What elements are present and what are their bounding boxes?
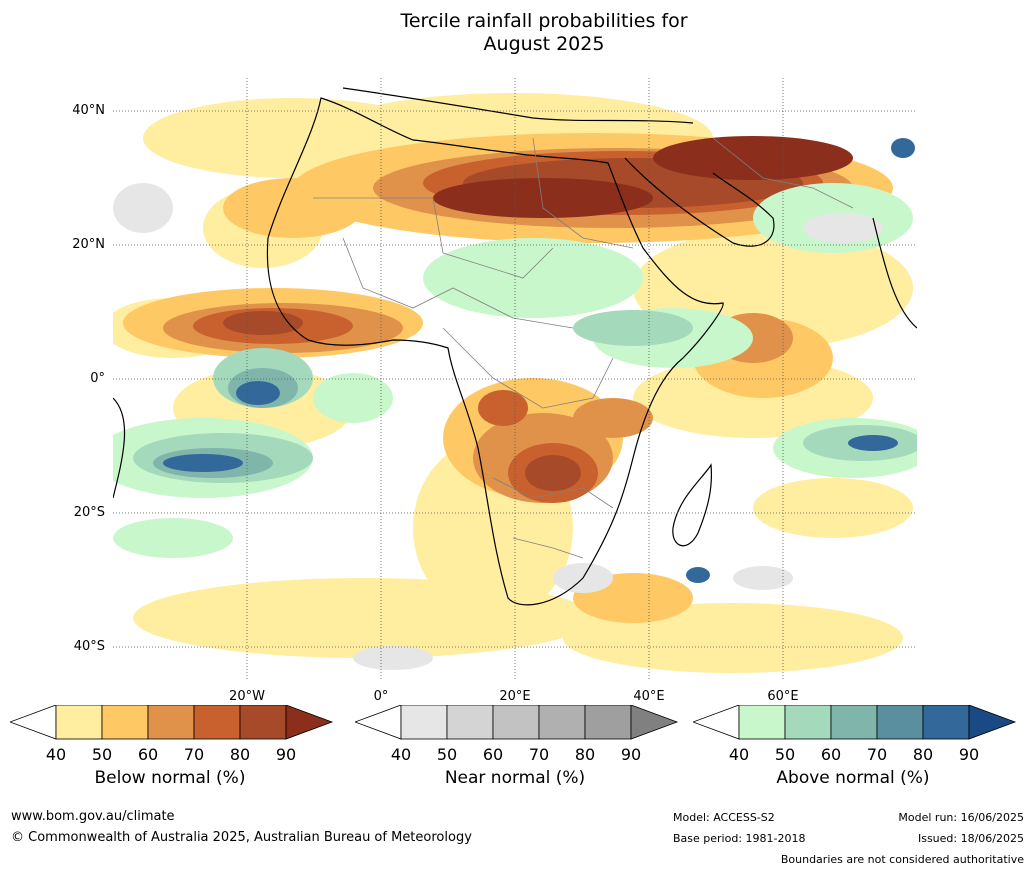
colorbar-tick-label: 70 — [529, 745, 549, 764]
footer-website: www.bom.gov.au/climate — [11, 809, 175, 824]
colorbar-tick-label: 60 — [821, 745, 841, 764]
colorbar-svg: 40 50 60 70 80 90 — [691, 704, 1017, 764]
probability-map — [113, 78, 917, 680]
colorbar-svg: 40 50 60 70 80 90 — [8, 704, 334, 764]
footer-issued: Issued: 18/06/2025 — [917, 832, 1024, 845]
colorbar-arrow-high — [285, 704, 334, 740]
colorbar-tick-label: 80 — [230, 745, 250, 764]
colorbar-tick-label: 70 — [184, 745, 204, 764]
footer-model: Model: ACCESS-S2 — [673, 811, 775, 824]
colorbar-tick-label: 50 — [92, 745, 112, 764]
map-canvas — [113, 78, 917, 680]
colorbar-tick-label: 80 — [913, 745, 933, 764]
lon-label-0: 0° — [373, 689, 389, 704]
lon-label-20w: 20°W — [229, 689, 265, 704]
lon-label-20e: 20°E — [499, 689, 531, 704]
colorbar-segment — [922, 704, 970, 740]
colorbar-segment — [738, 704, 786, 740]
colorbar-segment — [830, 704, 878, 740]
colorbar-tick-label: 50 — [775, 745, 795, 764]
footer-disclaimer: Boundaries are not considered authoritat… — [780, 853, 1024, 866]
colorbar-segment — [446, 704, 494, 740]
lon-label-60e: 60°E — [767, 689, 799, 704]
colorbar-title-near: Near normal (%) — [444, 768, 586, 788]
colorbar-segment — [876, 704, 924, 740]
colorbar-tick-label: 60 — [138, 745, 158, 764]
colorbar-tick-label: 80 — [575, 745, 595, 764]
footer-base-period: Base period: 1981-2018 — [673, 832, 806, 845]
colorbar-below-normal: 40 50 60 70 80 90 — [8, 704, 335, 769]
colorbar-arrow-low — [353, 704, 402, 740]
colorbar-segment — [784, 704, 832, 740]
colorbar-tick-label: 90 — [621, 745, 641, 764]
colorbar-tick-label: 40 — [729, 745, 749, 764]
lat-label-0: 0° — [90, 371, 105, 386]
footer-model-run: Model run: 16/06/2025 — [898, 811, 1024, 824]
colorbar-arrow-high — [630, 704, 679, 740]
colorbar-arrow-low — [691, 704, 740, 740]
colorbar-segment — [101, 704, 149, 740]
title-line-1: Tercile rainfall probabilities for — [400, 10, 688, 32]
colorbar-title-below: Below normal (%) — [94, 768, 246, 788]
lat-label-40s: 40°S — [73, 639, 105, 654]
colorbar-segment — [55, 704, 103, 740]
footer-copyright: © Commonwealth of Australia 2025, Austra… — [11, 830, 472, 845]
colorbar-tick-label: 40 — [46, 745, 66, 764]
colorbar-segment — [400, 704, 448, 740]
colorbar-segment — [538, 704, 586, 740]
colorbar-near-normal: 40 50 60 70 80 90 — [353, 704, 680, 769]
colorbar-segment — [193, 704, 241, 740]
colorbar-arrow-low — [8, 704, 57, 740]
colorbar-tick-label: 50 — [437, 745, 457, 764]
colorbar-segment — [239, 704, 287, 740]
lat-label-40n: 40°N — [72, 103, 105, 118]
lat-label-20s: 20°S — [73, 505, 105, 520]
colorbar-tick-label: 70 — [867, 745, 887, 764]
lon-label-40e: 40°E — [633, 689, 665, 704]
colorbar-tick-label: 60 — [483, 745, 503, 764]
lat-label-20n: 20°N — [72, 237, 105, 252]
map-title: Tercile rainfall probabilities for Augus… — [0, 10, 1035, 56]
colorbar-segment — [492, 704, 540, 740]
colorbar-tick-label: 90 — [276, 745, 296, 764]
title-line-2: August 2025 — [483, 33, 605, 55]
colorbar-arrow-high — [968, 704, 1017, 740]
colorbar-svg: 40 50 60 70 80 90 — [353, 704, 679, 764]
colorbar-segment — [147, 704, 195, 740]
colorbar-above-normal: 40 50 60 70 80 90 — [691, 704, 1018, 769]
colorbar-tick-label: 90 — [959, 745, 979, 764]
colorbar-tick-label: 40 — [391, 745, 411, 764]
colorbar-title-above: Above normal (%) — [776, 768, 930, 788]
colorbar-segment — [584, 704, 632, 740]
